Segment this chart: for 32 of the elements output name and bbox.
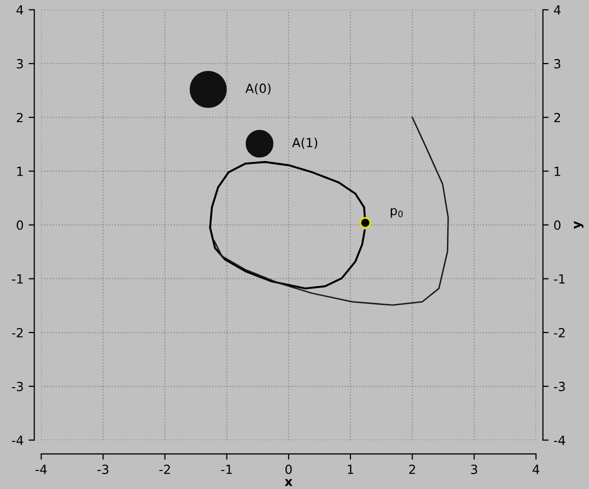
y2-tick-label: 4 [554,5,561,15]
annotation: p$_{0}$ [390,208,403,218]
y-tick-label: -1 [12,274,23,284]
x-axis-title: x [284,479,292,486]
annotation: A(0) [245,83,271,94]
y2-tick-label: 3 [554,59,560,68]
y2-tick-label: 2 [554,112,560,122]
y2-tick-label: -4 [554,436,566,445]
annotation: A(1) [292,138,318,149]
y-tick-label: 0 [16,220,24,230]
y-tick-label: -3 [12,382,23,392]
y-tick-label: 3 [16,59,23,68]
x-tick-label: 1 [348,464,354,474]
y-tick-label: 2 [16,112,23,122]
x-tick-label: 2 [409,464,416,474]
y-tick-label: -2 [12,328,23,338]
x-tick-label: 4 [532,464,540,474]
x-tick-label: 0 [285,464,292,474]
y2-tick-label: 0 [554,220,560,230]
x-tick-label: -1 [221,464,232,474]
y-tick-label: 4 [16,5,24,15]
y-tick-label: -4 [12,436,24,445]
y2-tick-label: 1 [554,166,560,176]
x-tick-label: -3 [97,464,108,474]
x-tick-label: -4 [36,464,47,474]
y2-tick-label: -1 [554,274,565,284]
x-tick-label: -2 [159,464,170,474]
y2-tick-label: -3 [554,382,565,392]
y2-axis-title: y [574,221,584,229]
x-tick-label: 3 [471,464,478,474]
y2-tick-label: -2 [554,328,565,338]
y-tick-label: 1 [17,166,23,176]
